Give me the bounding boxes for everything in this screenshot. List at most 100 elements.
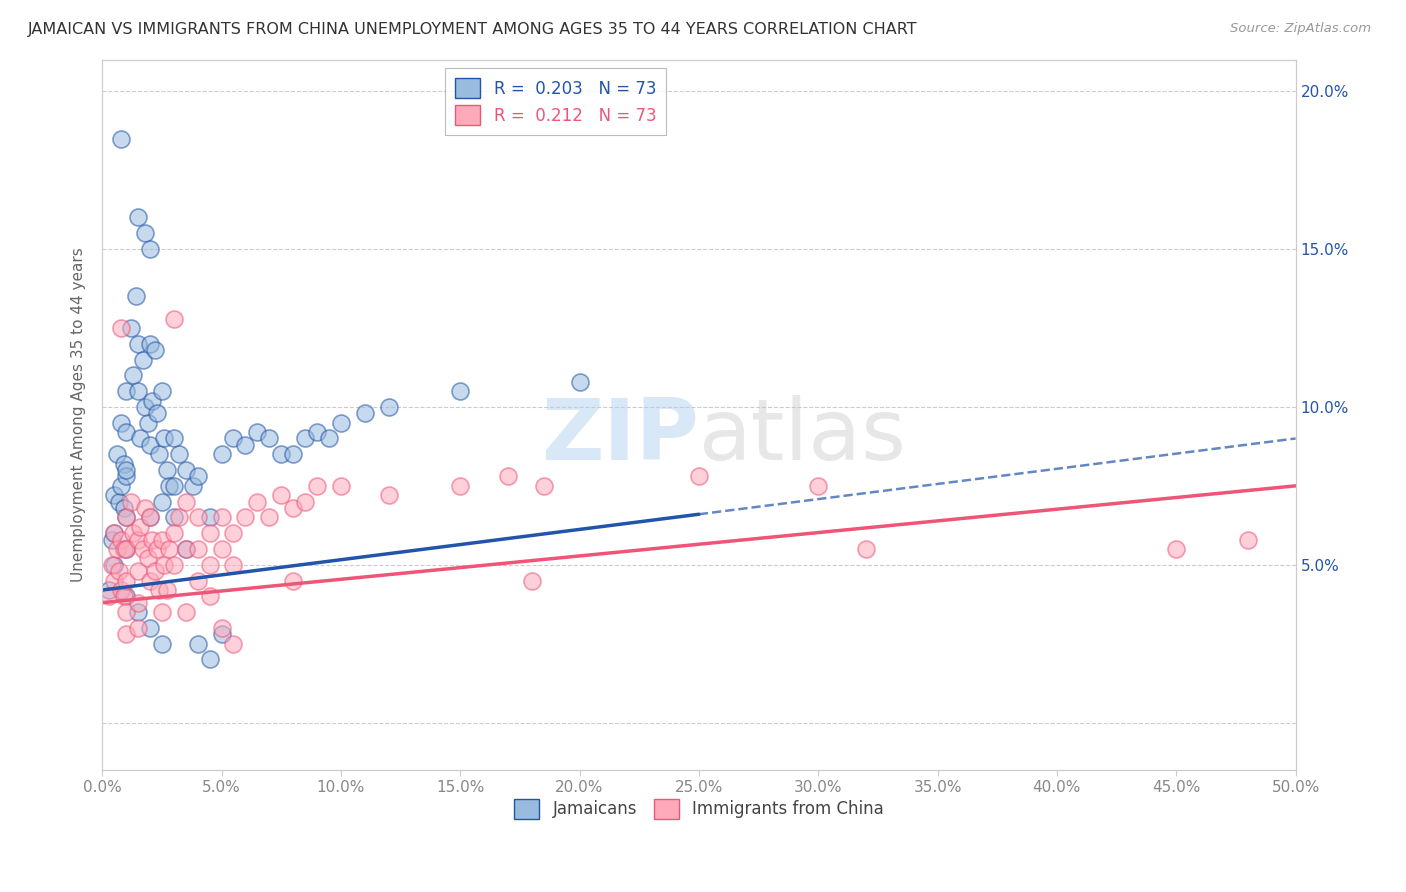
Point bbox=[139, 510, 162, 524]
Point bbox=[246, 494, 269, 508]
Point bbox=[1166, 541, 1188, 556]
Point bbox=[377, 400, 399, 414]
Point bbox=[112, 457, 135, 471]
Point bbox=[187, 637, 209, 651]
Point bbox=[110, 533, 132, 547]
Point bbox=[143, 564, 166, 578]
Point bbox=[294, 432, 316, 446]
Point bbox=[1237, 533, 1260, 547]
Point bbox=[139, 242, 162, 256]
Point bbox=[163, 479, 186, 493]
Text: ZIP: ZIP bbox=[541, 394, 699, 477]
Point bbox=[103, 558, 125, 572]
Point bbox=[150, 384, 173, 398]
Point bbox=[115, 463, 138, 477]
Point bbox=[115, 627, 138, 641]
Point bbox=[100, 533, 122, 547]
Point bbox=[318, 432, 340, 446]
Point bbox=[150, 637, 173, 651]
Point bbox=[187, 510, 209, 524]
Point bbox=[222, 558, 245, 572]
Point bbox=[136, 551, 159, 566]
Point bbox=[198, 652, 221, 666]
Point bbox=[148, 447, 170, 461]
Point bbox=[198, 526, 221, 541]
Point bbox=[115, 541, 138, 556]
Point bbox=[163, 311, 186, 326]
Point bbox=[222, 526, 245, 541]
Point bbox=[115, 590, 138, 604]
Point bbox=[235, 438, 257, 452]
Point bbox=[211, 621, 233, 635]
Point bbox=[167, 510, 190, 524]
Point bbox=[157, 541, 180, 556]
Point bbox=[222, 637, 245, 651]
Point bbox=[127, 336, 149, 351]
Point bbox=[115, 510, 138, 524]
Point bbox=[283, 500, 305, 515]
Point bbox=[174, 494, 197, 508]
Point bbox=[163, 526, 186, 541]
Point bbox=[112, 590, 135, 604]
Point bbox=[132, 541, 155, 556]
Text: Source: ZipAtlas.com: Source: ZipAtlas.com bbox=[1230, 22, 1371, 36]
Point bbox=[163, 558, 186, 572]
Point bbox=[100, 558, 122, 572]
Point bbox=[305, 425, 328, 439]
Point bbox=[174, 605, 197, 619]
Point bbox=[122, 526, 145, 541]
Point bbox=[105, 447, 128, 461]
Point bbox=[163, 510, 186, 524]
Point bbox=[108, 494, 131, 508]
Point bbox=[449, 479, 471, 493]
Point bbox=[156, 463, 179, 477]
Point bbox=[141, 393, 163, 408]
Point bbox=[187, 469, 209, 483]
Y-axis label: Unemployment Among Ages 35 to 44 years: Unemployment Among Ages 35 to 44 years bbox=[72, 247, 86, 582]
Point bbox=[377, 488, 399, 502]
Point bbox=[127, 564, 149, 578]
Point bbox=[124, 289, 146, 303]
Point bbox=[103, 526, 125, 541]
Point bbox=[146, 541, 169, 556]
Legend: Jamaicans, Immigrants from China: Jamaicans, Immigrants from China bbox=[508, 792, 890, 826]
Point bbox=[136, 416, 159, 430]
Point bbox=[283, 447, 305, 461]
Point bbox=[150, 533, 173, 547]
Point bbox=[211, 510, 233, 524]
Point bbox=[110, 479, 132, 493]
Point bbox=[115, 469, 138, 483]
Point bbox=[134, 400, 156, 414]
Point bbox=[329, 416, 352, 430]
Point bbox=[127, 621, 149, 635]
Point bbox=[127, 605, 149, 619]
Point bbox=[198, 558, 221, 572]
Point bbox=[112, 500, 135, 515]
Point bbox=[98, 582, 121, 597]
Point bbox=[222, 432, 245, 446]
Point bbox=[305, 479, 328, 493]
Point bbox=[108, 564, 131, 578]
Point bbox=[105, 541, 128, 556]
Point bbox=[139, 621, 162, 635]
Point bbox=[120, 321, 142, 335]
Point bbox=[520, 574, 543, 588]
Point bbox=[143, 343, 166, 357]
Point bbox=[294, 494, 316, 508]
Point bbox=[112, 541, 135, 556]
Point bbox=[163, 432, 186, 446]
Point bbox=[103, 574, 125, 588]
Point bbox=[127, 384, 149, 398]
Text: JAMAICAN VS IMMIGRANTS FROM CHINA UNEMPLOYMENT AMONG AGES 35 TO 44 YEARS CORRELA: JAMAICAN VS IMMIGRANTS FROM CHINA UNEMPL… bbox=[28, 22, 918, 37]
Point bbox=[150, 494, 173, 508]
Point bbox=[115, 384, 138, 398]
Point bbox=[533, 479, 555, 493]
Point bbox=[150, 605, 173, 619]
Point bbox=[449, 384, 471, 398]
Point bbox=[110, 416, 132, 430]
Point bbox=[198, 590, 221, 604]
Point bbox=[122, 368, 145, 383]
Point bbox=[115, 541, 138, 556]
Point bbox=[496, 469, 519, 483]
Point bbox=[134, 226, 156, 240]
